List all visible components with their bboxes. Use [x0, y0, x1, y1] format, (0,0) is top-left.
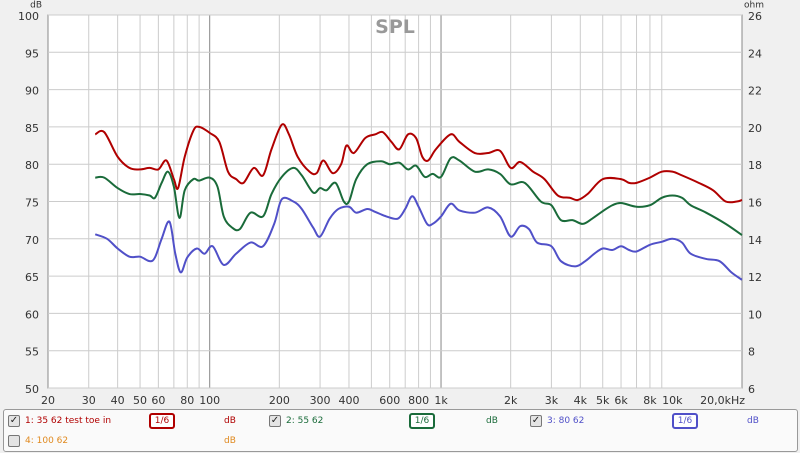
x-tick-label: 400 [338, 394, 359, 407]
legend-label-4: 4: 100 62 [25, 436, 69, 446]
smoothing-badge-3[interactable]: 1/6 [672, 413, 698, 429]
y-tick-label: 65 [25, 271, 39, 284]
y-tick-label: 60 [25, 308, 39, 321]
y-right-tick-label: 10 [748, 308, 762, 321]
legend-label-2: 2: 55 62 [286, 416, 324, 426]
x-tick-label: 3k [545, 394, 559, 407]
x-tick-label: 8k [643, 394, 657, 407]
unit-4: dB [224, 436, 236, 446]
x-tick-label: 4k [574, 394, 588, 407]
y-unit-left: dB [30, 1, 42, 11]
x-tick-label: 800 [408, 394, 429, 407]
legend-item-3[interactable]: ✓ 3: 80 62 [530, 415, 584, 427]
y-unit-right: ohm [744, 1, 764, 11]
x-tick-label: 10k [662, 394, 683, 407]
y-tick-label: 50 [25, 383, 39, 396]
y-tick-label: 100 [18, 10, 39, 23]
checkbox-2[interactable]: ✓ [269, 415, 281, 427]
y-right-tick-label: 14 [748, 234, 762, 247]
x-tick-label: 40 [111, 394, 125, 407]
checkbox-1[interactable]: ✓ [8, 415, 20, 427]
y-right-tick-label: 22 [748, 85, 762, 98]
x-tick-label: 600 [379, 394, 400, 407]
legend-label-1: 1: 35 62 test toe in [25, 416, 112, 426]
x-tick-label: 30 [82, 394, 96, 407]
unit-2: dB [486, 416, 498, 426]
x-tick-label: 20,0kHz [700, 394, 745, 407]
y-right-tick-label: 8 [748, 346, 755, 359]
x-tick-label: 200 [269, 394, 290, 407]
checkbox-3[interactable]: ✓ [530, 415, 542, 427]
legend-item-4[interactable]: 4: 100 62 [8, 435, 68, 447]
x-tick-label: 6k [614, 394, 628, 407]
x-tick-label: 300 [310, 394, 331, 407]
unit-1: dB [224, 416, 236, 426]
spl-chart: 50 55 60 65 70 75 80 85 90 95 100 6 8 10 12 14 16 18 20 22 2… [18, 1, 764, 408]
x-tick-label: 50 [133, 394, 147, 407]
smoothing-badge-1[interactable]: 1/6 [149, 413, 175, 429]
series-line-3 [94, 195, 743, 281]
x-tick-label: 100 [199, 394, 220, 407]
y-tick-label: 95 [25, 47, 39, 60]
y-right-tick-label: 12 [748, 271, 762, 284]
unit-3: dB [747, 416, 759, 426]
series-line-2 [95, 156, 743, 236]
y-tick-label: 70 [25, 234, 39, 247]
x-tick-label: 60 [151, 394, 165, 407]
legend-item-1[interactable]: ✓ 1: 35 62 test toe in [8, 415, 111, 427]
legend-item-2[interactable]: ✓ 2: 55 62 [269, 415, 323, 427]
x-tick-label: 2k [504, 394, 518, 407]
x-tick-label: 20 [41, 394, 55, 407]
x-tick-label: 5k [596, 394, 610, 407]
y-right-tick-label: 18 [748, 159, 762, 172]
chart-title: SPL [375, 16, 415, 38]
y-right-tick-label: 6 [748, 383, 755, 396]
legend-label-3: 3: 80 62 [547, 416, 585, 426]
y-tick-label: 80 [25, 159, 39, 172]
x-tick-label: 1k [434, 394, 448, 407]
y-right-tick-label: 26 [748, 10, 762, 23]
y-right-tick-label: 20 [748, 122, 762, 135]
smoothing-badge-2[interactable]: 1/6 [409, 413, 435, 429]
legend-panel: ✓ 1: 35 62 test toe in 1/6 dB ✓ 2: 55 62 1… [3, 409, 798, 452]
series-line-1 [94, 123, 743, 204]
y-right-tick-label: 16 [748, 197, 762, 210]
checkbox-4[interactable] [8, 435, 20, 447]
y-tick-label: 90 [25, 85, 39, 98]
y-right-tick-label: 24 [748, 47, 762, 60]
x-tick-label: 80 [180, 394, 194, 407]
y-tick-label: 85 [25, 122, 39, 135]
y-tick-label: 75 [25, 197, 39, 210]
y-tick-label: 55 [25, 346, 39, 359]
